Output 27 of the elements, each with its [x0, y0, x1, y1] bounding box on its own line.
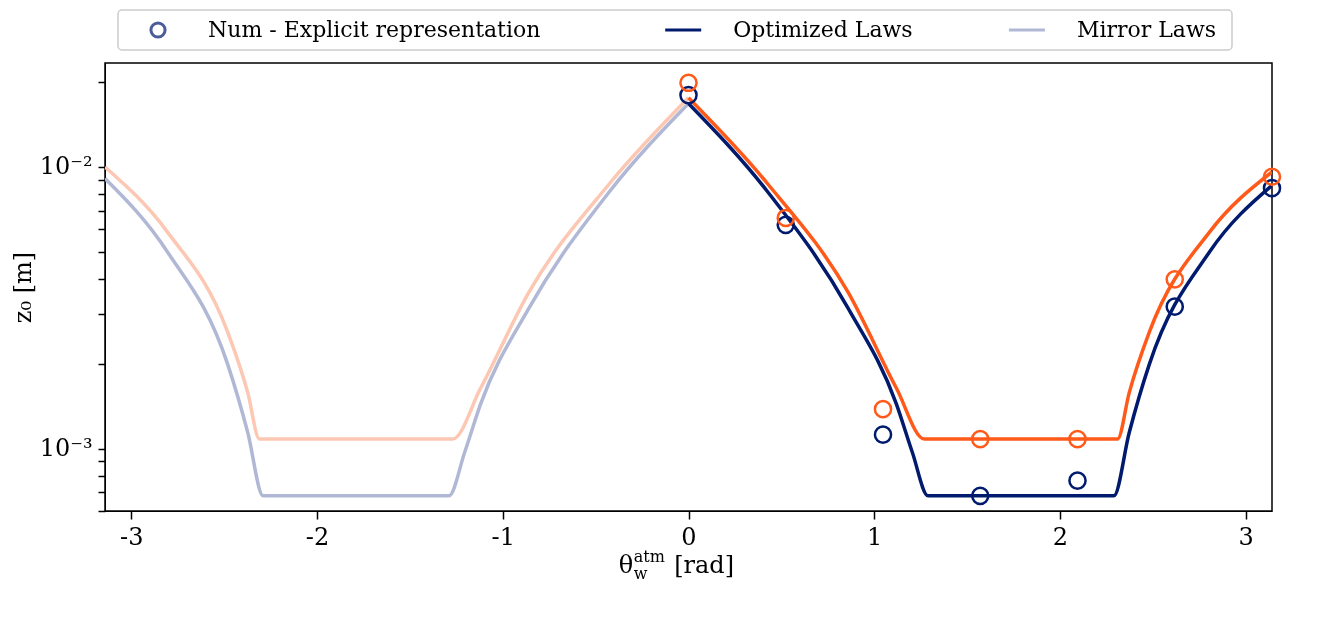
point — [873, 399, 893, 419]
line-series — [105, 101, 691, 498]
point — [873, 425, 893, 444]
line-series — [105, 96, 691, 441]
point — [776, 208, 796, 228]
point — [1262, 178, 1282, 198]
point — [970, 429, 990, 449]
x-tick-label: -1 — [491, 522, 515, 551]
point — [1262, 167, 1282, 187]
x-tick-label: 1 — [867, 522, 883, 551]
legend-label: Num - Explicit representation — [208, 17, 541, 42]
y-axis-title: z₀ [m] — [8, 251, 37, 324]
point — [1068, 471, 1087, 490]
point — [1165, 297, 1185, 316]
point — [1068, 429, 1087, 449]
legend-label: Mirror Laws — [1076, 17, 1217, 42]
point — [970, 486, 990, 506]
point — [1165, 270, 1185, 289]
point — [679, 73, 698, 93]
x-tick-label: 3 — [1238, 522, 1254, 551]
x-tick-label: 0 — [681, 522, 697, 551]
x-tick-label: 2 — [1052, 522, 1069, 551]
x-tick-label: -2 — [305, 522, 330, 551]
x-tick-label: -3 — [120, 522, 144, 551]
y-tick-label: 10⁻² — [39, 152, 93, 181]
legend-label: Optimized Laws — [733, 17, 913, 42]
y-tick-label: 10⁻³ — [39, 434, 93, 463]
